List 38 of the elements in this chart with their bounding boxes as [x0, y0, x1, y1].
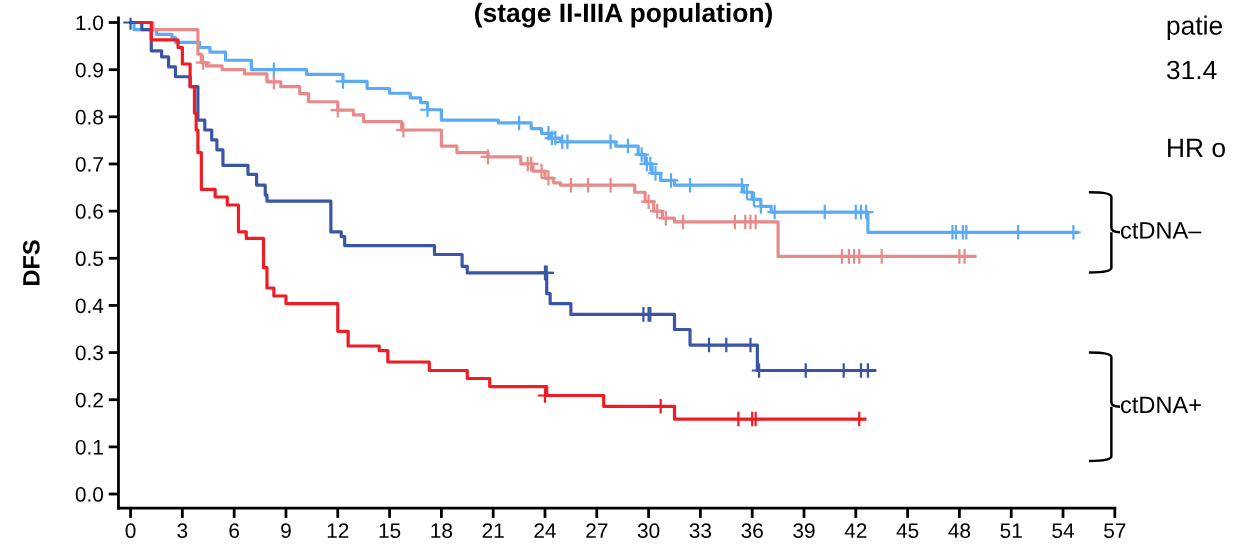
x-tick-label: 27	[586, 523, 608, 538]
text: ctDNA–	[1121, 222, 1202, 239]
y-tick-label: 1.0	[76, 15, 104, 31]
x-tick-label: 24	[534, 523, 556, 538]
y-tick-label: 0.1	[75, 439, 103, 455]
x-tick-label: 48	[948, 523, 971, 539]
x-tick-label: 39	[793, 523, 815, 539]
text: HR o	[1168, 138, 1225, 158]
text: patie	[1167, 15, 1222, 41]
x-tick-label: 21	[482, 523, 504, 538]
y-tick-label: 0.7	[75, 156, 103, 172]
x-tick-label: 33	[689, 523, 712, 539]
x-tick-label: 57	[1104, 523, 1126, 539]
x-tick-label: 30	[637, 523, 660, 539]
y-tick-label: 0.9	[75, 62, 103, 78]
text: 31.4	[1166, 60, 1217, 80]
y-tick-label: 0.6	[75, 204, 103, 219]
x-tick-label: 12	[327, 523, 349, 538]
x-tick-label: 15	[379, 523, 401, 539]
y-tick-label: 0.8	[75, 109, 103, 125]
x-tick-label: 18	[431, 523, 453, 539]
x-tick-label: 6	[229, 523, 240, 539]
x-tick-label: 0	[125, 523, 136, 539]
y-tick-label: 0.5	[75, 251, 104, 267]
y-tick-label: 0.3	[75, 345, 103, 361]
x-tick-label: 45	[896, 523, 919, 539]
text: ctDNA+	[1121, 396, 1201, 414]
x-tick-label: 3	[177, 523, 188, 539]
x-tick-label: 9	[281, 523, 291, 539]
x-tick-label: 36	[741, 523, 763, 539]
chart-title: (stage II-IIIA population)	[475, 2, 772, 28]
y-tick-label: 0.0	[75, 487, 104, 502]
y-axis-title: DFS	[22, 240, 40, 286]
x-tick-label: 51	[1000, 523, 1022, 539]
x-tick-label: 42	[844, 523, 867, 538]
y-tick-label: 0.2	[75, 392, 103, 408]
y-tick-label: 0.4	[75, 298, 104, 314]
x-tick-label: 54	[1052, 523, 1074, 539]
